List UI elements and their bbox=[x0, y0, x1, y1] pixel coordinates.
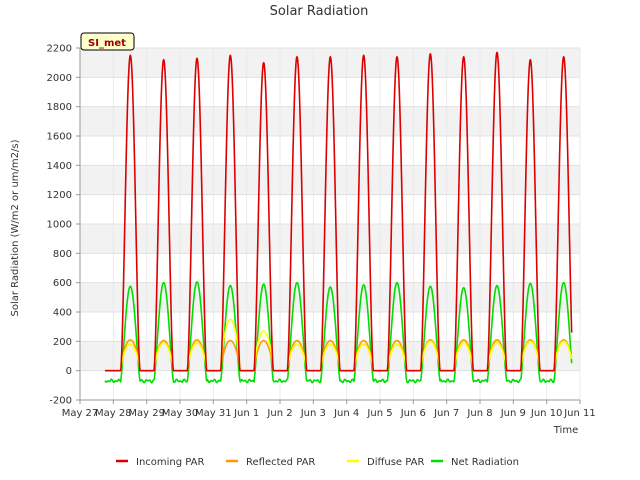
legend-item-net-radiation: Net Radiation bbox=[431, 457, 519, 468]
grid-band bbox=[80, 106, 580, 136]
x-tick-label: Jun 10 bbox=[530, 408, 563, 419]
legend-item-reflected-par: Reflected PAR bbox=[226, 457, 315, 468]
legend-label: Reflected PAR bbox=[246, 457, 315, 468]
y-tick-label: 2000 bbox=[47, 73, 72, 84]
legend-item-incoming-par: Incoming PAR bbox=[116, 457, 205, 468]
y-tick-label: 1000 bbox=[47, 220, 72, 231]
grid-band bbox=[80, 224, 580, 254]
grid-band bbox=[80, 341, 580, 371]
y-tick-label: 200 bbox=[53, 337, 72, 348]
x-tick-label: Jun 9 bbox=[500, 408, 526, 419]
x-tick-label: Jun 2 bbox=[266, 408, 292, 419]
y-tick-label: 600 bbox=[53, 278, 72, 289]
x-tick-label: Jun 8 bbox=[466, 408, 492, 419]
x-tick-label: May 31 bbox=[195, 408, 232, 419]
y-tick-label: 400 bbox=[53, 308, 72, 319]
site-badge: SI_met bbox=[80, 32, 135, 51]
site-badge-label: SI_met bbox=[88, 38, 126, 49]
legend-item-diffuse-par: Diffuse PAR bbox=[347, 457, 424, 468]
legend-label: Diffuse PAR bbox=[367, 457, 424, 468]
x-tick-label: Jun 1 bbox=[233, 408, 259, 419]
y-tick-label: 1400 bbox=[47, 161, 72, 172]
y-tick-label: -200 bbox=[49, 396, 72, 407]
y-tick-label: 0 bbox=[66, 366, 72, 377]
y-tick-label: 1200 bbox=[47, 190, 72, 201]
x-tick-label: Jun 5 bbox=[366, 408, 392, 419]
grid-band bbox=[80, 165, 580, 195]
y-tick-label: 1800 bbox=[47, 102, 72, 113]
y-axis-label: Solar Radiation (W/m2 or um/m2/s) bbox=[10, 139, 21, 316]
x-tick-label: May 28 bbox=[95, 408, 132, 419]
x-axis-label: Time bbox=[553, 425, 578, 436]
x-tick-label: May 27 bbox=[62, 408, 99, 419]
x-tick-label: May 30 bbox=[162, 408, 199, 419]
legend-label: Incoming PAR bbox=[136, 457, 205, 468]
plot-series bbox=[104, 51, 573, 384]
y-tick-label: 1600 bbox=[47, 132, 72, 143]
series-line-incoming-par bbox=[104, 51, 573, 372]
legend-label: Net Radiation bbox=[451, 457, 519, 468]
plot-background bbox=[79, 47, 581, 401]
legend: Incoming PAR Reflected PAR Diffuse PAR Net … bbox=[116, 457, 519, 468]
y-tick-label: 2200 bbox=[47, 44, 72, 55]
x-tick-label: Jun 4 bbox=[333, 408, 359, 419]
x-tick-label: Jun 7 bbox=[433, 408, 459, 419]
x-tick-label: Jun 11 bbox=[563, 408, 596, 419]
axes: -200 0 200 400 600 800 1000 1200 1400 1600 1800 200… bbox=[47, 44, 596, 420]
y-tick-label: 800 bbox=[53, 249, 72, 260]
x-tick-label: Jun 3 bbox=[300, 408, 326, 419]
x-tick-label: May 29 bbox=[128, 408, 165, 419]
x-tick-label: Jun 6 bbox=[400, 408, 426, 419]
chart-title: Solar Radiation bbox=[270, 4, 369, 19]
